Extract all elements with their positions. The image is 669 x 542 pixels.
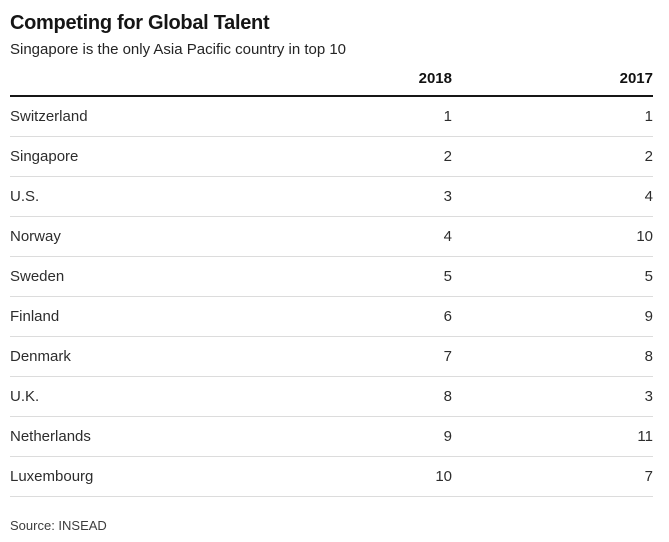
table-header-row: 2018 2017: [10, 70, 653, 97]
country-name: Singapore: [10, 148, 79, 165]
country-name: Luxembourg: [10, 468, 94, 485]
column-header-2018: 2018: [418, 70, 452, 87]
rank-2017: 1: [644, 108, 653, 125]
table-row: Denmark 7 8: [10, 337, 653, 377]
rank-2018: 8: [443, 388, 452, 405]
country-name: U.S.: [10, 188, 40, 205]
rank-2018: 5: [443, 268, 452, 285]
table-row: Switzerland 1 1: [10, 97, 653, 137]
rank-2018: 3: [443, 188, 452, 205]
source-note: Source: INSEAD: [10, 518, 107, 533]
rank-2018: 1: [443, 108, 452, 125]
rank-2017: 11: [637, 428, 653, 445]
country-name: Switzerland: [10, 108, 88, 125]
rank-2017: 10: [636, 228, 653, 245]
table-body: Switzerland 1 1 Singapore 2 2 U.S. 3 4 Norway 4 10 S…: [10, 97, 653, 497]
rank-2018: 9: [443, 428, 452, 445]
rank-2018: 6: [443, 308, 452, 325]
rank-2018: 4: [443, 228, 452, 245]
rank-2018: 2: [443, 148, 452, 165]
country-name: Netherlands: [10, 428, 91, 445]
rank-2017: 2: [644, 148, 653, 165]
column-header-country: [10, 70, 332, 87]
rank-2017: 3: [644, 388, 653, 405]
chart-title: Competing for Global Talent: [10, 12, 270, 34]
rank-2017: 7: [644, 468, 653, 485]
rank-2018: 10: [435, 468, 452, 485]
country-name: Finland: [10, 308, 60, 325]
chart-subtitle: Singapore is the only Asia Pacific count…: [10, 41, 347, 58]
table-row: U.S. 3 4: [10, 177, 653, 217]
country-name: Sweden: [10, 268, 65, 285]
table-row: Luxembourg 10 7: [10, 457, 653, 497]
country-name: Denmark: [10, 348, 71, 365]
table-row: U.K. 8 3: [10, 377, 653, 417]
rank-2017: 8: [644, 348, 653, 365]
country-name: Norway: [10, 228, 61, 245]
table-row: Sweden 5 5: [10, 257, 653, 297]
column-header-2017: 2017: [619, 70, 653, 87]
table-row: Norway 4 10: [10, 217, 653, 257]
rank-2017: 5: [644, 268, 653, 285]
rank-2018: 7: [443, 348, 452, 365]
table-row: Singapore 2 2: [10, 137, 653, 177]
table-row: Finland 6 9: [10, 297, 653, 337]
rank-2017: 9: [644, 308, 653, 325]
table-row: Netherlands 9 11: [10, 417, 653, 457]
country-name: U.K.: [10, 388, 40, 405]
rank-2017: 4: [644, 188, 653, 205]
